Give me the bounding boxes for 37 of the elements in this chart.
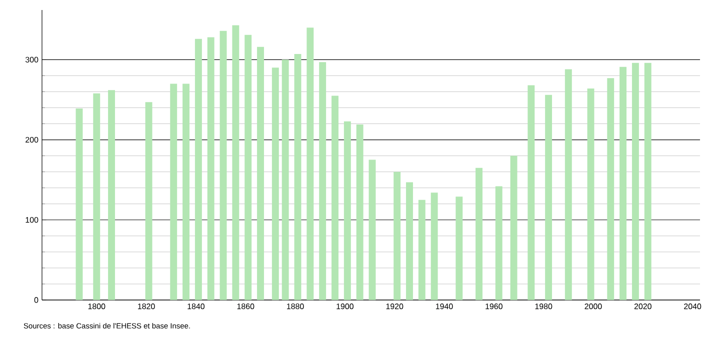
bar [244, 34, 252, 300]
bar [456, 196, 463, 300]
bar [430, 192, 438, 300]
bar [620, 66, 627, 300]
bar [394, 172, 401, 300]
bar [170, 84, 178, 300]
bar [510, 156, 518, 300]
bar [272, 68, 279, 300]
bar [344, 121, 351, 300]
bar [607, 78, 614, 300]
bar [232, 25, 240, 300]
bar [528, 85, 535, 300]
bar [306, 28, 314, 300]
bar [587, 88, 594, 300]
bar [93, 93, 100, 300]
bar [76, 108, 83, 300]
bar [207, 37, 214, 300]
bar [406, 182, 413, 300]
bar [108, 90, 115, 300]
bar [282, 60, 289, 300]
bar [564, 69, 572, 300]
bar [368, 160, 376, 300]
bar [644, 62, 652, 300]
bar [632, 62, 639, 300]
bar [356, 124, 364, 300]
bar [294, 54, 302, 300]
bar [545, 94, 552, 300]
bar [257, 46, 264, 300]
bar [220, 30, 227, 300]
bar [194, 38, 202, 300]
bar [319, 62, 326, 300]
bar [332, 96, 338, 300]
bar [145, 102, 152, 300]
bar [418, 200, 426, 300]
bar [182, 84, 190, 300]
bar [495, 186, 502, 300]
bar [476, 168, 482, 300]
